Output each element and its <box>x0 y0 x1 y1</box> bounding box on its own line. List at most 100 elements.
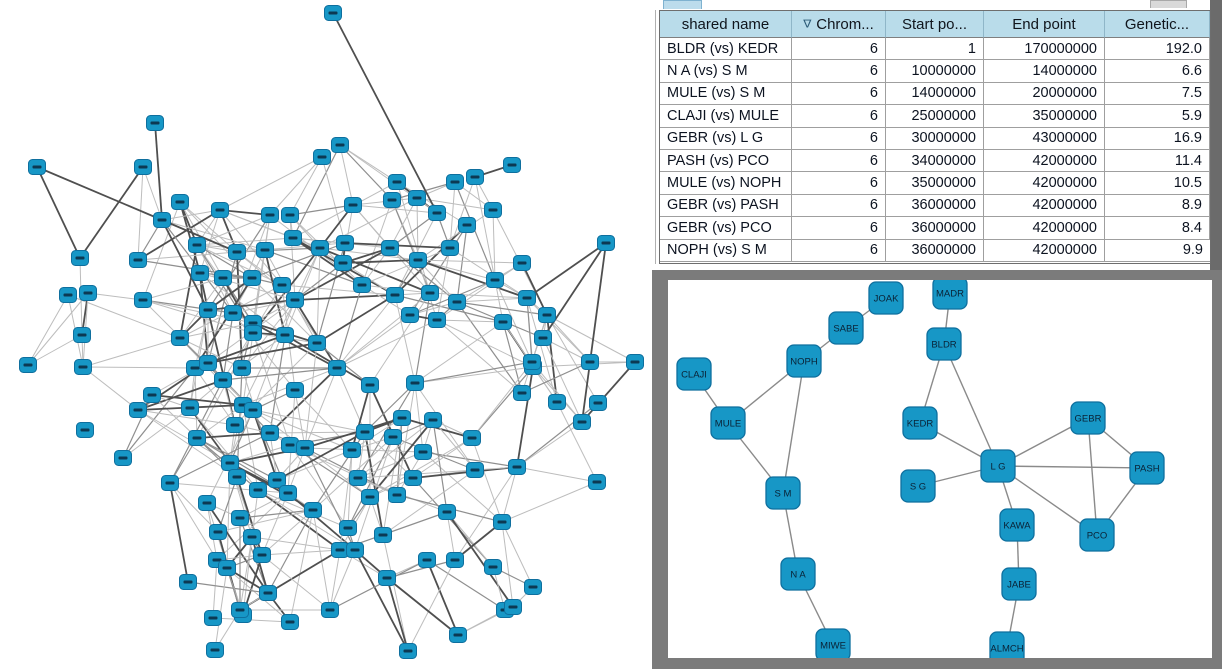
table-cell-value[interactable]: 36000000 <box>886 194 984 218</box>
table-cell-shared-name[interactable]: PASH (vs) PCO <box>660 149 792 173</box>
network-node[interactable] <box>311 240 329 256</box>
network-node[interactable] <box>346 542 364 558</box>
window-tab-fragment[interactable] <box>1150 0 1187 8</box>
network-node[interactable] <box>534 330 552 346</box>
network-node-kawa[interactable]: KAWA <box>999 508 1035 542</box>
table-cell-value[interactable]: 34000000 <box>886 149 984 173</box>
column-header-3[interactable]: End point <box>984 11 1105 38</box>
table-cell-value[interactable]: 14000000 <box>984 60 1105 83</box>
network-node[interactable] <box>261 207 279 223</box>
network-node[interactable] <box>171 194 189 210</box>
table-cell-shared-name[interactable]: GEBR (vs) L G <box>660 127 792 150</box>
network-node[interactable] <box>441 240 459 256</box>
network-node[interactable] <box>513 255 531 271</box>
table-cell-value[interactable]: 6 <box>792 194 886 218</box>
table-cell-value[interactable]: 7.5 <box>1105 82 1210 106</box>
network-node-s-g[interactable]: S G <box>900 469 936 503</box>
network-node-miwe[interactable]: MIWE <box>815 628 851 662</box>
network-node[interactable] <box>409 252 427 268</box>
table-cell-shared-name[interactable]: MULE (vs) S M <box>660 82 792 106</box>
overview-network-svg[interactable] <box>0 0 652 669</box>
network-node[interactable] <box>279 485 297 501</box>
network-node-jabe[interactable]: JABE <box>1001 567 1037 601</box>
right-scrollbar-strip[interactable] <box>1210 0 1222 271</box>
network-node[interactable] <box>438 504 456 520</box>
network-node[interactable] <box>171 330 189 346</box>
network-node[interactable] <box>356 424 374 440</box>
network-node[interactable] <box>321 602 339 618</box>
network-node[interactable] <box>524 579 542 595</box>
network-node[interactable] <box>597 235 615 251</box>
network-node[interactable] <box>313 149 331 165</box>
network-node-pash[interactable]: PASH <box>1129 451 1165 485</box>
network-node[interactable] <box>284 230 302 246</box>
network-node[interactable] <box>448 294 466 310</box>
network-node[interactable] <box>331 137 349 153</box>
network-node[interactable] <box>228 244 246 260</box>
table-cell-value[interactable]: 192.0 <box>1105 38 1210 61</box>
network-node-sabe[interactable]: SABE <box>828 311 864 345</box>
table-cell-value[interactable]: 6 <box>792 172 886 195</box>
table-cell-value[interactable]: 6 <box>792 239 886 262</box>
network-node[interactable] <box>446 174 464 190</box>
network-node[interactable] <box>231 602 249 618</box>
network-node[interactable] <box>206 642 224 658</box>
table-cell-value[interactable]: 6 <box>792 38 886 61</box>
table-cell-value[interactable]: 6 <box>792 105 886 128</box>
network-node[interactable] <box>361 489 379 505</box>
network-node[interactable] <box>181 400 199 416</box>
network-node[interactable] <box>19 357 37 373</box>
network-node-bldr[interactable]: BLDR <box>926 327 962 361</box>
table-cell-value[interactable]: 10000000 <box>886 60 984 83</box>
table-cell-shared-name[interactable]: CLAJI (vs) MULE <box>660 105 792 128</box>
network-node[interactable] <box>513 385 531 401</box>
network-node[interactable] <box>76 422 94 438</box>
network-node[interactable] <box>484 559 502 575</box>
table-cell-shared-name[interactable]: GEBR (vs) PASH <box>660 194 792 218</box>
network-node[interactable] <box>273 277 291 293</box>
network-node[interactable] <box>508 459 526 475</box>
network-node[interactable] <box>224 305 242 321</box>
network-node[interactable] <box>486 272 504 288</box>
network-node[interactable] <box>218 560 236 576</box>
network-node[interactable] <box>573 414 591 430</box>
network-node[interactable] <box>304 502 322 518</box>
network-node[interactable] <box>281 614 299 630</box>
network-node[interactable] <box>334 255 352 271</box>
column-header-0[interactable]: shared name <box>660 11 792 38</box>
network-node[interactable] <box>231 510 249 526</box>
network-node[interactable] <box>129 402 147 418</box>
network-node[interactable] <box>28 159 46 175</box>
network-node[interactable] <box>388 174 406 190</box>
network-node[interactable] <box>344 197 362 213</box>
network-node[interactable] <box>538 307 556 323</box>
network-node[interactable] <box>406 375 424 391</box>
table-cell-value[interactable]: 20000000 <box>984 82 1105 106</box>
network-node[interactable] <box>134 292 152 308</box>
network-node[interactable] <box>261 425 279 441</box>
network-node-s-m[interactable]: S M <box>765 476 801 510</box>
network-node[interactable] <box>211 202 229 218</box>
table-cell-value[interactable]: 1 <box>886 38 984 61</box>
network-node[interactable] <box>256 242 274 258</box>
network-node[interactable] <box>221 455 239 471</box>
network-node-kedr[interactable]: KEDR <box>902 406 938 440</box>
network-node[interactable] <box>199 355 217 371</box>
network-node[interactable] <box>421 285 439 301</box>
network-node-claji[interactable]: CLAJI <box>676 357 712 391</box>
network-node[interactable] <box>548 394 566 410</box>
network-node[interactable] <box>59 287 77 303</box>
table-cell-shared-name[interactable]: BLDR (vs) KEDR <box>660 38 792 61</box>
table-cell-shared-name[interactable]: NOPH (vs) S M <box>660 239 792 262</box>
network-detail-panel[interactable]: JOAK MADR SABE BLDR NOPH CLAJI KEDR GEBR MULE L G… <box>652 270 1222 669</box>
network-node[interactable] <box>276 327 294 343</box>
network-node[interactable] <box>484 202 502 218</box>
table-cell-value[interactable]: 6 <box>792 149 886 173</box>
network-node[interactable] <box>114 450 132 466</box>
network-node[interactable] <box>408 190 426 206</box>
network-node-n-a[interactable]: N A <box>780 557 816 591</box>
network-node[interactable] <box>414 444 432 460</box>
table-cell-value[interactable]: 11.4 <box>1105 149 1210 173</box>
network-node[interactable] <box>199 302 217 318</box>
network-node[interactable] <box>388 487 406 503</box>
